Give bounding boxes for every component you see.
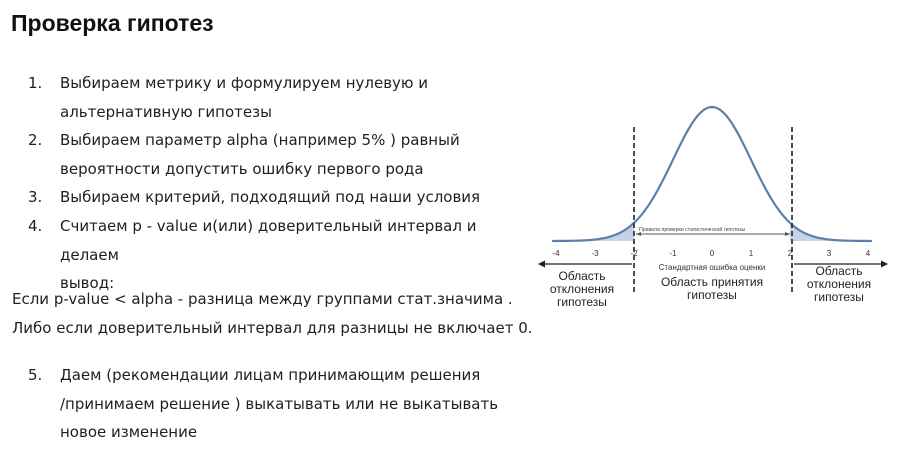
steps-list-continued: 5. Даем (рекомендации лицам принимающим … bbox=[0, 361, 520, 447]
list-number: 5. bbox=[28, 366, 43, 384]
axis-tick: -4 bbox=[552, 249, 560, 258]
axis-tick: -3 bbox=[591, 249, 599, 258]
left-region-label: Область bbox=[558, 269, 605, 283]
center-region-label: гипотезы bbox=[687, 288, 737, 302]
list-text: вывод: bbox=[60, 274, 115, 293]
axis-tick: 3 bbox=[827, 249, 832, 258]
axis-tick: 4 bbox=[866, 249, 871, 258]
list-text: /принимаем решение ) выкатывать или не в… bbox=[60, 394, 499, 413]
right-arrow-head bbox=[881, 260, 888, 268]
list-number: 2. bbox=[28, 131, 43, 150]
axis-tick: -1 bbox=[669, 249, 677, 258]
right-region-label: отклонения bbox=[807, 277, 871, 291]
list-text: Считаем p - value и(или) доверительный и… bbox=[60, 216, 477, 264]
axis-tick: 1 bbox=[749, 249, 754, 258]
left-region-label: гипотезы bbox=[557, 295, 607, 309]
list-item: 3. Выбираем критерий, подходящий под наш… bbox=[0, 183, 520, 212]
axis-label: Стандартная ошибка оценки bbox=[659, 263, 766, 272]
list-item: 1. Выбираем метрику и формулируем нулеву… bbox=[0, 69, 520, 126]
list-text: Даем (рекомендации лицам принимающим реш… bbox=[60, 366, 481, 384]
left-arrow-head bbox=[538, 260, 545, 268]
center-region-label: Область принятия bbox=[661, 275, 763, 289]
page-title: Проверка гипотез bbox=[11, 10, 214, 36]
list-number: 3. bbox=[28, 188, 43, 207]
arrow-label: Правила проверки статистической гипотезы bbox=[639, 226, 746, 233]
inner-arrow-head-right bbox=[785, 232, 790, 236]
list-number: 4. bbox=[28, 216, 43, 235]
list-text: новое изменение bbox=[60, 423, 198, 442]
right-region-label: гипотезы bbox=[814, 290, 864, 304]
list-number: 1. bbox=[28, 74, 43, 92]
condition-text: Если p-value < alpha - разница между гру… bbox=[12, 290, 513, 308]
inner-arrow-head-left bbox=[636, 232, 641, 236]
list-item: 4. Считаем p - value и(или) доверительны… bbox=[0, 212, 520, 298]
condition-text: Либо если доверительный интервал для раз… bbox=[12, 319, 533, 337]
list-item: 2. Выбираем параметр alpha (например 5% … bbox=[0, 126, 520, 183]
bell-curve bbox=[552, 105, 872, 243]
list-text: Выбираем параметр alpha (например 5% ) р… bbox=[60, 131, 460, 150]
list-text: Выбираем метрику и формулируем нулевую и bbox=[60, 74, 429, 92]
list-text: Выбираем критерий, подходящий под наши у… bbox=[60, 188, 481, 207]
axis-tick: -2 bbox=[630, 249, 638, 258]
list-text: вероятности допустить ошибку первого род… bbox=[60, 159, 424, 178]
left-region-label: отклонения bbox=[550, 282, 614, 296]
right-region-label: Область bbox=[815, 264, 862, 278]
list-text: альтернативную гипотезы bbox=[60, 102, 272, 121]
list-item: 5. Даем (рекомендации лицам принимающим … bbox=[0, 361, 520, 447]
axis-tick: 2 bbox=[788, 249, 793, 258]
steps-list: 1. Выбираем метрику и формулируем нулеву… bbox=[0, 69, 520, 298]
axis-tick: 0 bbox=[710, 249, 715, 258]
